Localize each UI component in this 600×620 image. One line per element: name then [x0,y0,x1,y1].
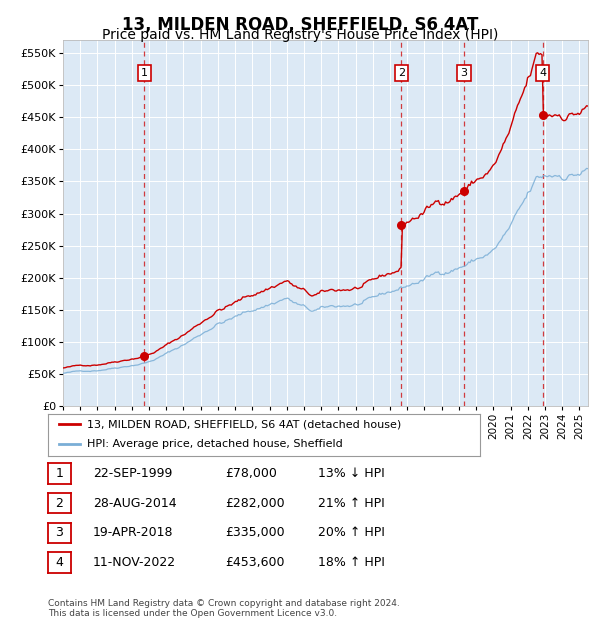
Text: 21% ↑ HPI: 21% ↑ HPI [318,497,385,510]
Text: £453,600: £453,600 [225,556,284,569]
Text: 1: 1 [141,68,148,78]
Text: 20% ↑ HPI: 20% ↑ HPI [318,526,385,539]
Text: 13, MILDEN ROAD, SHEFFIELD, S6 4AT: 13, MILDEN ROAD, SHEFFIELD, S6 4AT [122,16,478,34]
Text: £335,000: £335,000 [225,526,284,539]
Text: Contains HM Land Registry data © Crown copyright and database right 2024.: Contains HM Land Registry data © Crown c… [48,599,400,608]
Text: Price paid vs. HM Land Registry's House Price Index (HPI): Price paid vs. HM Land Registry's House … [102,28,498,42]
Text: 1: 1 [55,467,64,480]
Text: 4: 4 [55,556,64,569]
Text: 4: 4 [539,68,546,78]
Text: 18% ↑ HPI: 18% ↑ HPI [318,556,385,569]
Text: 2: 2 [55,497,64,510]
Text: This data is licensed under the Open Government Licence v3.0.: This data is licensed under the Open Gov… [48,609,337,618]
Text: £78,000: £78,000 [225,467,277,480]
Text: HPI: Average price, detached house, Sheffield: HPI: Average price, detached house, Shef… [87,439,343,449]
Text: £282,000: £282,000 [225,497,284,510]
Text: 11-NOV-2022: 11-NOV-2022 [93,556,176,569]
Text: 2: 2 [398,68,405,78]
Text: 3: 3 [55,526,64,539]
Text: 13, MILDEN ROAD, SHEFFIELD, S6 4AT (detached house): 13, MILDEN ROAD, SHEFFIELD, S6 4AT (deta… [87,419,401,429]
Text: 28-AUG-2014: 28-AUG-2014 [93,497,176,510]
Text: 3: 3 [461,68,467,78]
Text: 13% ↓ HPI: 13% ↓ HPI [318,467,385,480]
Text: 19-APR-2018: 19-APR-2018 [93,526,173,539]
Text: 22-SEP-1999: 22-SEP-1999 [93,467,172,480]
